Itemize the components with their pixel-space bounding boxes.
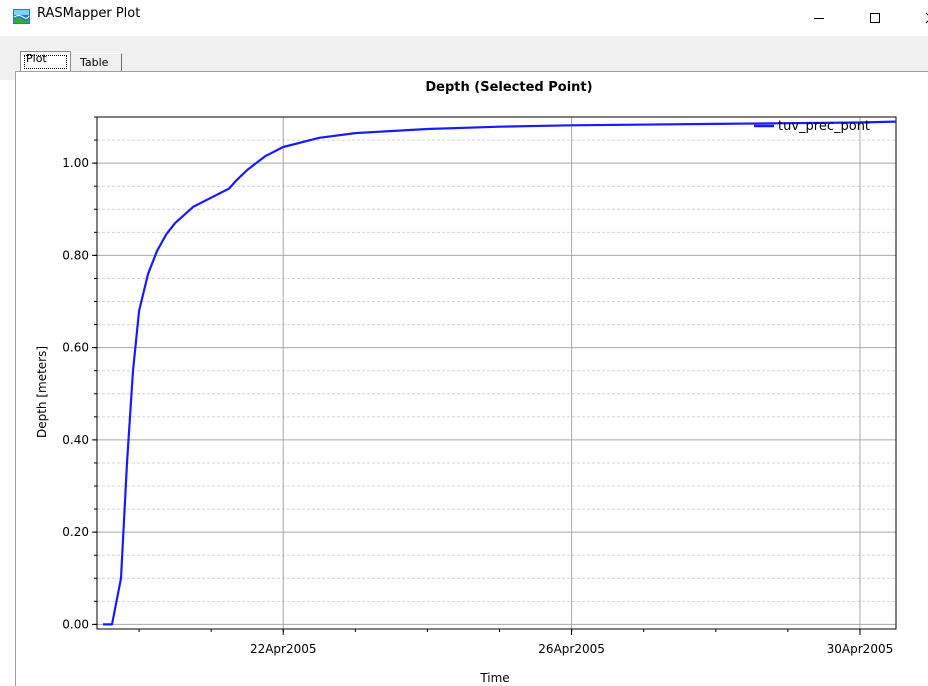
tab-focus-rectangle [24,55,67,69]
tab-table-label: Table [80,56,109,69]
window-title: RASMapper Plot [37,6,141,21]
chart-axes: 0.00 0.20 0.40 0.60 0.80 1.00 22Apr2005 26Apr20… [62,116,894,656]
x-tick-label: 30Apr2005 [827,642,894,656]
y-tick-label: 0.60 [62,341,89,355]
y-tick-label: 0.00 [62,617,89,631]
close-button[interactable] [908,0,928,36]
maximize-button[interactable] [852,0,898,36]
minimize-button[interactable] [796,0,842,36]
x-tick-label: 26Apr2005 [538,642,605,656]
x-tick-label: 22Apr2005 [250,642,317,656]
title-bar[interactable]: RASMapper Plot [0,0,928,36]
y-tick-label: 1.00 [62,156,89,170]
client-area: Table Plot Depth (Selected Point) 0.00 0.… [0,36,928,686]
chart-title: Depth (Selected Point) [425,80,592,95]
depth-chart[interactable]: Depth (Selected Point) 0.000.200.400.600… [16,72,928,686]
maximize-icon [870,13,880,23]
plot-area [96,116,897,630]
y-axis-label: Depth [meters] [35,346,49,438]
y-tick-label: 0.80 [62,248,89,262]
legend-label: tuv_prec_pont [778,119,870,134]
minimize-icon [814,18,824,19]
tab-table[interactable]: Table [72,53,122,72]
tab-plot[interactable]: Plot [20,51,71,72]
plot-page: Depth (Selected Point) 0.00 0.20 0.40 0.60 0… [15,71,928,686]
tab-plot-label: Plot [26,52,47,65]
rasmapper-app-icon [13,9,30,24]
series-line-tuv-prec-pont [103,120,897,626]
x-axis-label: Time [479,671,509,685]
y-tick-label: 0.20 [62,525,89,539]
y-tick-label: 0.40 [62,433,89,447]
chart-legend: tuv_prec_pont [754,119,870,134]
